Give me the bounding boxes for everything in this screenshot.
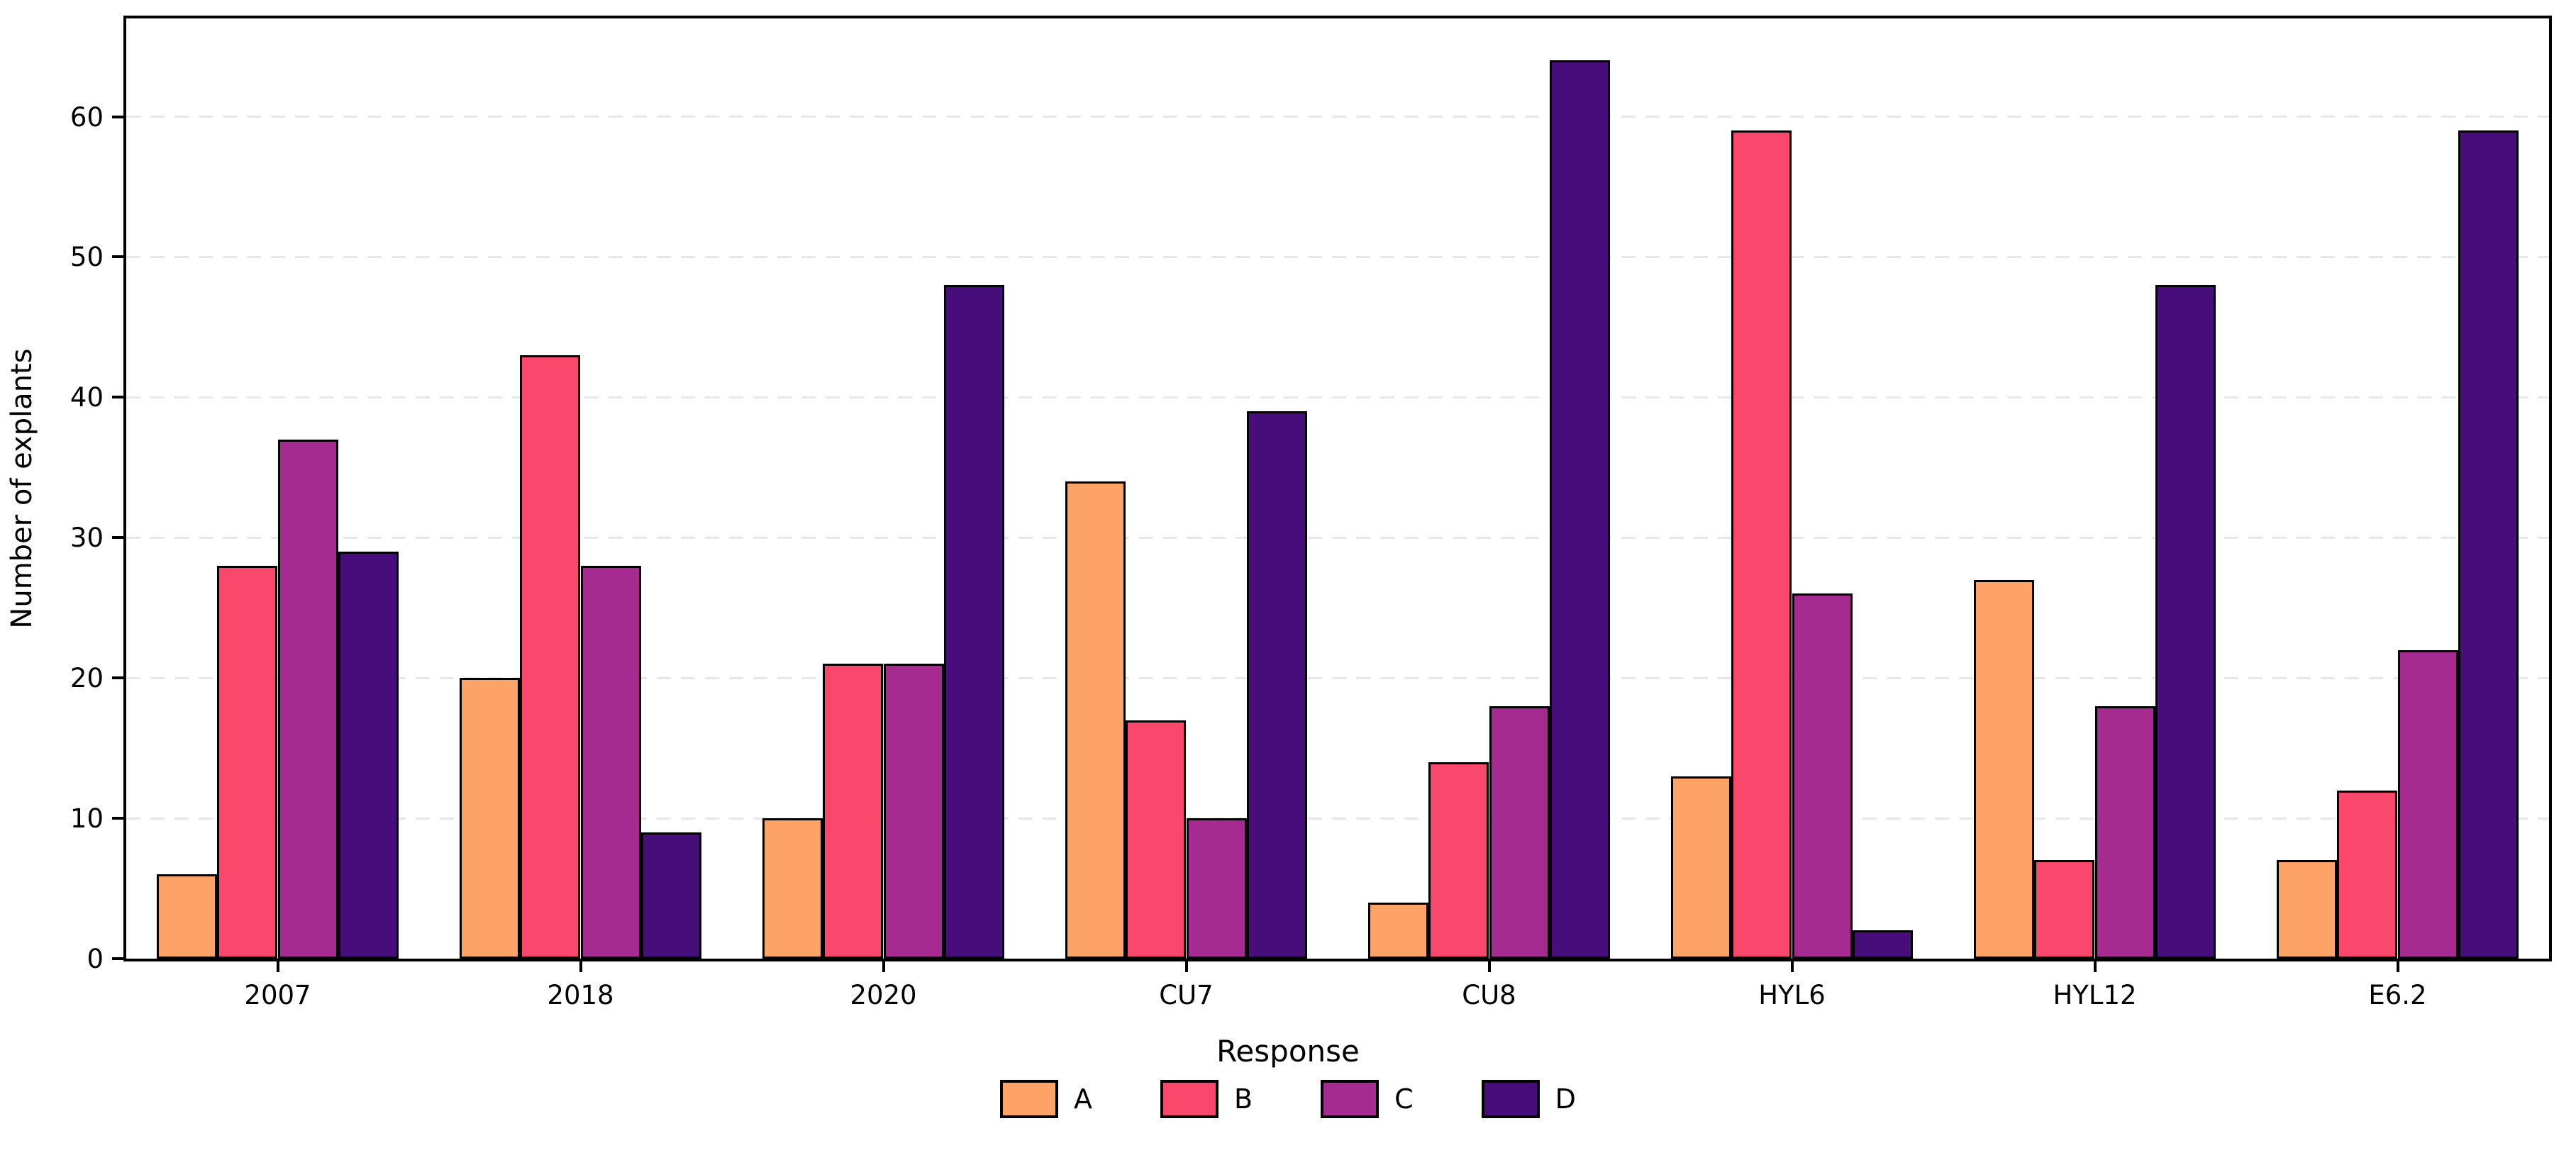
bar-D-2018 <box>640 832 702 959</box>
bar-A-CU7 <box>1065 481 1126 959</box>
x-tick-label-2020: 2020 <box>850 980 917 1010</box>
x-tick-label-CU8: CU8 <box>1462 980 1516 1010</box>
bar-C-CU8 <box>1489 706 1550 959</box>
bar-A-2020 <box>762 818 823 959</box>
bar-D-CU7 <box>1246 411 1308 959</box>
bar-B-2007 <box>217 565 278 959</box>
gridline-y60 <box>126 116 2549 118</box>
bar-D-2020 <box>943 285 1005 959</box>
x-tick-label-E6.2: E6.2 <box>2368 980 2427 1010</box>
gridline-y50 <box>126 255 2549 258</box>
bar-B-HYL6 <box>1731 130 1792 959</box>
legend-label-C: C <box>1394 1083 1414 1115</box>
bar-B-2020 <box>823 664 884 959</box>
y-tick-mark-10 <box>112 817 123 820</box>
y-tick-label-50: 50 <box>70 242 104 273</box>
bar-C-E6.2 <box>2397 649 2458 959</box>
y-tick-label-10: 10 <box>70 803 104 835</box>
bar-D-HYL6 <box>1852 930 1914 959</box>
y-tick-mark-50 <box>112 255 123 259</box>
x-tick-mark-HYL6 <box>1790 961 1794 972</box>
legend-label-B: B <box>1234 1083 1253 1115</box>
x-tick-label-HYL12: HYL12 <box>2053 980 2137 1010</box>
y-tick-mark-40 <box>112 396 123 399</box>
legend-label-A: A <box>1074 1083 1093 1115</box>
bar-D-E6.2 <box>2458 130 2519 959</box>
legend: Response A B C D <box>0 1034 2576 1118</box>
x-tick-label-HYL6: HYL6 <box>1758 980 1826 1010</box>
y-tick-label-40: 40 <box>70 382 104 413</box>
bar-B-CU7 <box>1126 720 1187 959</box>
legend-label-D: D <box>1555 1083 1576 1115</box>
legend-swatch-A <box>1000 1080 1059 1118</box>
legend-item-A: A <box>1000 1080 1092 1118</box>
legend-title: Response <box>1216 1034 1360 1069</box>
x-tick-label-2018: 2018 <box>547 980 614 1010</box>
x-tick-label-CU7: CU7 <box>1159 980 1214 1010</box>
gridline-y40 <box>126 396 2549 398</box>
legend-items: A B C D <box>0 1080 2576 1118</box>
bar-D-HYL12 <box>2155 285 2216 959</box>
x-tick-mark-HYL12 <box>2093 961 2097 972</box>
bar-C-HYL12 <box>2094 706 2155 959</box>
legend-swatch-D <box>1481 1080 1540 1118</box>
bar-D-CU8 <box>1549 60 1611 959</box>
bar-C-2020 <box>883 664 944 959</box>
bar-C-2018 <box>580 565 641 959</box>
bar-B-E6.2 <box>2337 790 2398 959</box>
bar-A-HYL12 <box>1973 579 2035 959</box>
bar-A-CU8 <box>1367 902 1429 959</box>
bar-A-HYL6 <box>1670 776 1732 959</box>
legend-item-C: C <box>1321 1080 1414 1118</box>
x-tick-mark-2007 <box>276 961 279 972</box>
y-tick-label-20: 20 <box>70 663 104 694</box>
y-tick-label-60: 60 <box>70 101 104 133</box>
bar-C-2007 <box>277 439 338 959</box>
gridline-y30 <box>126 536 2549 539</box>
bar-C-CU7 <box>1186 818 1247 959</box>
bar-A-2018 <box>459 678 521 959</box>
x-tick-label-2007: 2007 <box>244 980 311 1010</box>
legend-swatch-B <box>1160 1080 1219 1118</box>
bar-B-CU8 <box>1428 762 1489 959</box>
gridline-y20 <box>126 676 2549 679</box>
bar-C-HYL6 <box>1792 593 1853 959</box>
legend-item-B: B <box>1160 1080 1253 1118</box>
y-tick-mark-30 <box>112 536 123 540</box>
bar-B-HYL12 <box>2034 860 2095 959</box>
plot-area <box>123 16 2552 961</box>
y-tick-mark-60 <box>112 115 123 118</box>
bar-B-2018 <box>520 355 581 959</box>
x-tick-mark-2020 <box>882 961 885 972</box>
bar-A-E6.2 <box>2276 860 2338 959</box>
x-tick-mark-CU8 <box>1487 961 1491 972</box>
legend-swatch-C <box>1321 1080 1379 1118</box>
y-tick-label-30: 30 <box>70 523 104 554</box>
bar-A-2007 <box>156 874 218 959</box>
bar-D-2007 <box>338 552 399 959</box>
x-tick-mark-E6.2 <box>2396 961 2399 972</box>
y-tick-mark-20 <box>112 676 123 680</box>
x-tick-mark-2018 <box>579 961 582 972</box>
x-tick-mark-CU7 <box>1184 961 1188 972</box>
y-tick-mark-0 <box>112 957 123 960</box>
gridline-y10 <box>126 817 2549 820</box>
y-tick-label-0: 0 <box>87 944 104 974</box>
legend-item-D: D <box>1481 1080 1576 1118</box>
